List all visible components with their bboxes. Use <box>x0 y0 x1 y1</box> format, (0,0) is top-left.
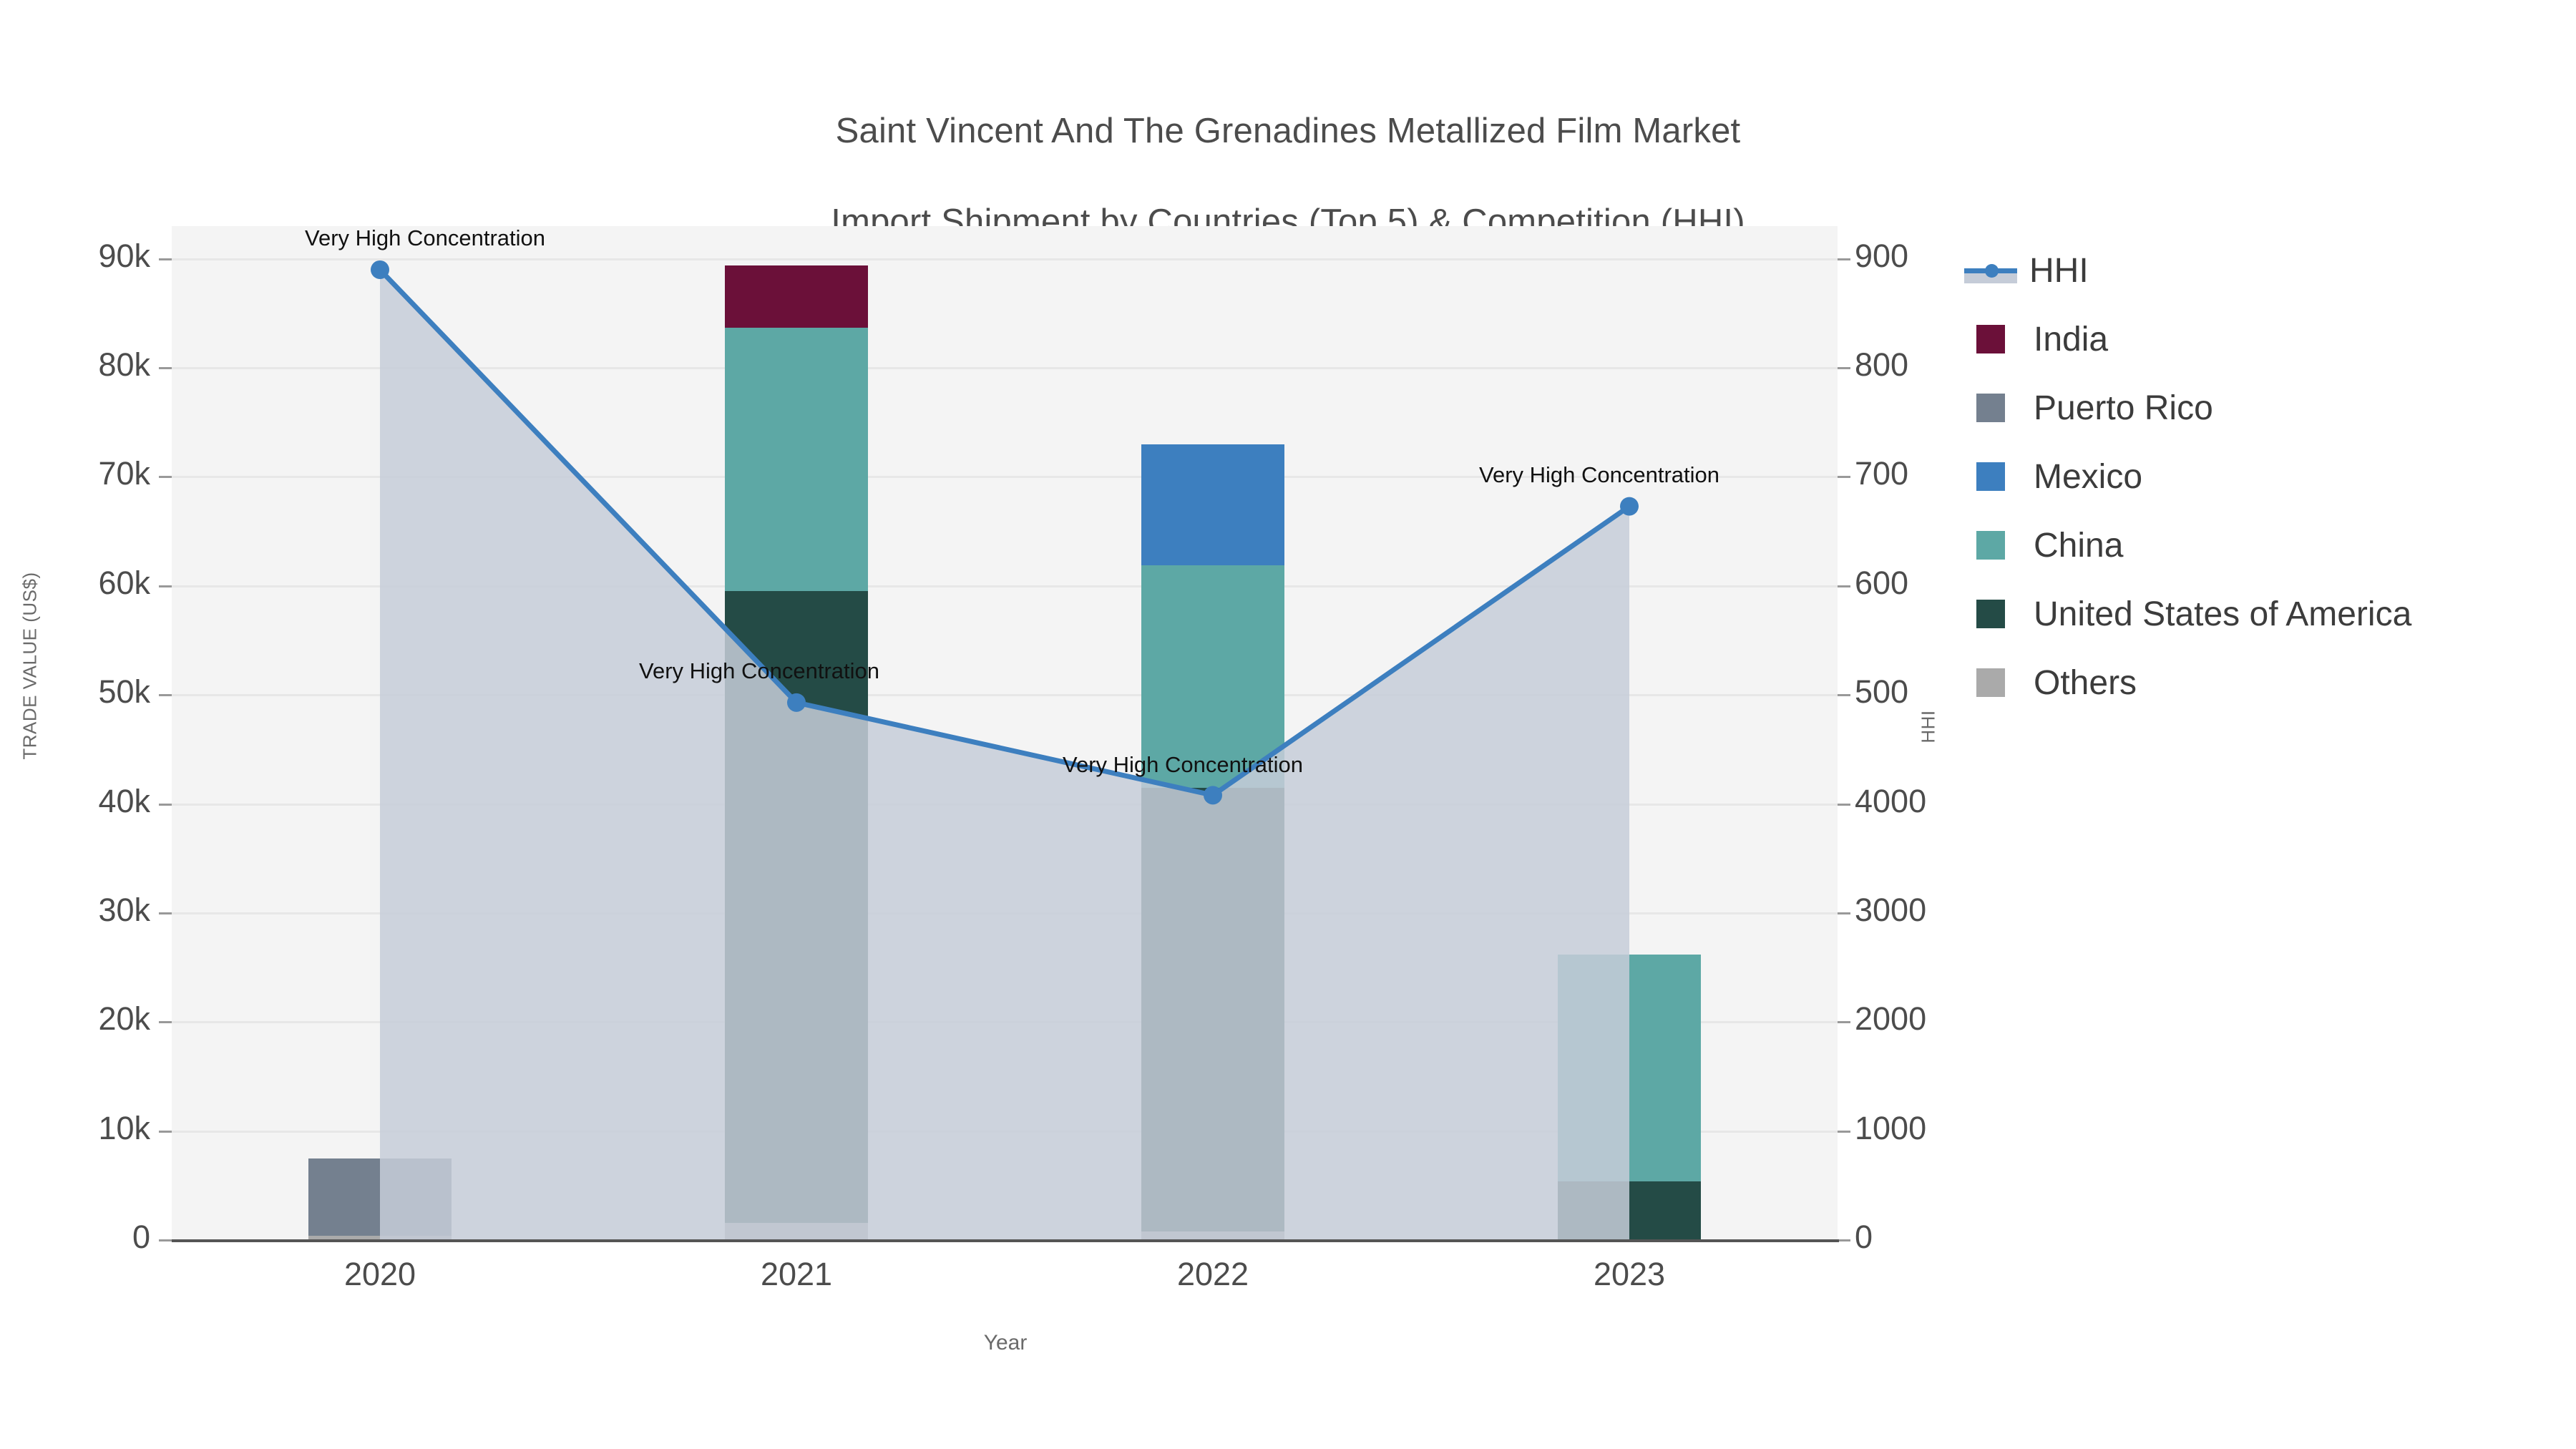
legend-item-label: India <box>2034 320 2109 358</box>
y-axis-left-tick-label: 30k <box>98 891 150 928</box>
y-axis-left-tick-mark <box>159 258 172 260</box>
hhi-annotation: Very High Concentration <box>1063 752 1304 778</box>
y-axis-right-tick-label: 900 <box>1855 237 1909 274</box>
x-axis-tick-label: 2022 <box>1176 1256 1249 1292</box>
y-axis-left-tick-mark <box>159 1130 172 1133</box>
hhi-area-fill <box>380 269 1629 1240</box>
legend-item-label: United States of America <box>2034 595 2412 633</box>
y-axis-right-tick-mark <box>1838 585 1850 587</box>
y-axis-left-tick-mark <box>159 1239 172 1241</box>
y-axis-right-tick-mark <box>1838 803 1850 806</box>
hhi-data-point[interactable] <box>371 260 389 279</box>
bar-segment <box>725 265 868 328</box>
legend-item-label: HHI <box>2029 251 2089 290</box>
y-axis-left-title: TRADE VALUE (US$) <box>19 572 41 760</box>
chart-title: Saint Vincent And The Grenadines Metalli… <box>0 63 2576 245</box>
y-axis-right-tick-mark <box>1838 1021 1850 1024</box>
hhi-data-point[interactable] <box>1620 497 1639 516</box>
x-axis-spine <box>172 1239 1839 1242</box>
legend-item[interactable]: Puerto Rico <box>1964 374 2565 442</box>
legend-swatch-icon <box>1976 668 2005 697</box>
y-axis-left-tick-mark <box>159 476 172 479</box>
y-axis-right-tick-mark <box>1838 367 1850 370</box>
y-axis-right-tick-label: 0 <box>1855 1219 1873 1255</box>
legend-item[interactable]: HHI <box>1964 236 2565 305</box>
y-axis-right-tick-label: 3000 <box>1855 891 1927 928</box>
legend-swatch-icon <box>1976 394 2005 422</box>
legend-item[interactable]: India <box>1964 305 2565 374</box>
y-axis-left-tick-label: 70k <box>98 455 150 492</box>
gridline <box>172 585 1838 587</box>
x-axis-title: Year <box>983 1331 1028 1355</box>
y-axis-right-title: HHI <box>1917 710 1939 743</box>
y-axis-left-tick-label: 20k <box>98 1000 150 1038</box>
y-axis-right-tick-label: 700 <box>1855 455 1909 492</box>
legend-line-icon <box>1964 256 2017 285</box>
legend-swatch-icon <box>1976 325 2005 353</box>
y-axis-left-tick-label: 40k <box>98 782 150 819</box>
x-axis-tick-label: 2021 <box>760 1256 833 1292</box>
y-axis-left-tick-mark <box>159 1021 172 1024</box>
y-axis-left-tick-label: 50k <box>98 673 150 711</box>
y-axis-right-tick-label: 1000 <box>1855 1109 1927 1146</box>
hhi-data-point[interactable] <box>787 693 806 712</box>
hhi-annotation: Very High Concentration <box>305 225 546 250</box>
legend-item-label: Mexico <box>2034 457 2143 496</box>
chart-title-line1: Saint Vincent And The Grenadines Metalli… <box>835 111 1741 150</box>
y-axis-right-tick-label: 600 <box>1855 564 1909 601</box>
legend-item-label: Puerto Rico <box>2034 389 2213 427</box>
y-axis-right-tick-mark <box>1838 1239 1850 1241</box>
y-axis-left-tick-label: 10k <box>98 1109 150 1146</box>
y-axis-left-tick-mark <box>159 694 172 697</box>
y-axis-right-tick-mark <box>1838 1130 1850 1133</box>
y-axis-left-tick-label: 0 <box>132 1219 150 1255</box>
gridline <box>172 258 1838 260</box>
bar-segment <box>725 327 868 592</box>
legend-swatch-icon <box>1976 462 2005 491</box>
hhi-line-series <box>371 260 1639 1240</box>
y-axis-right-tick-mark <box>1838 258 1850 260</box>
y-axis-left-tick-mark <box>159 912 172 914</box>
bar-segment <box>1141 565 1284 788</box>
legend-item-label: China <box>2034 526 2124 565</box>
legend-item[interactable]: United States of America <box>1964 580 2565 648</box>
y-axis-right-tick-label: 4000 <box>1855 782 1927 819</box>
gridline <box>172 694 1838 697</box>
y-axis-left-tick-label: 90k <box>98 237 150 274</box>
y-axis-right-tick-label: 2000 <box>1855 1000 1927 1038</box>
hhi-annotation: Very High Concentration <box>1479 462 1720 487</box>
y-axis-left-tick-mark <box>159 585 172 587</box>
hhi-line <box>377 267 1632 798</box>
y-axis-left-tick-label: 80k <box>98 346 150 384</box>
gridline <box>172 367 1838 370</box>
y-axis-left-tick-mark <box>159 803 172 806</box>
bar-segment <box>1141 444 1284 565</box>
x-axis-tick-label: 2023 <box>1593 1256 1666 1292</box>
y-axis-right-tick-mark <box>1838 912 1850 914</box>
legend-item[interactable]: China <box>1964 511 2565 580</box>
legend-item-label: Others <box>2034 663 2137 702</box>
hhi-data-point[interactable] <box>1204 786 1222 805</box>
y-axis-right-tick-label: 500 <box>1855 673 1909 711</box>
legend-swatch-icon <box>1976 600 2005 628</box>
y-axis-left-tick-mark <box>159 367 172 370</box>
legend-swatch-icon <box>1976 531 2005 560</box>
legend: HHI India Puerto Rico Mexico China United Sta… <box>1964 236 2565 717</box>
legend-item[interactable]: Mexico <box>1964 442 2565 511</box>
y-axis-right-tick-mark <box>1838 694 1850 697</box>
y-axis-left-tick-label: 60k <box>98 564 150 601</box>
y-axis-right-tick-mark <box>1838 476 1850 479</box>
gridline <box>172 476 1838 479</box>
hhi-annotation: Very High Concentration <box>639 658 880 683</box>
legend-item[interactable]: Others <box>1964 648 2565 717</box>
y-axis-right-tick-label: 800 <box>1855 346 1909 384</box>
x-axis-tick-label: 2020 <box>343 1256 416 1292</box>
